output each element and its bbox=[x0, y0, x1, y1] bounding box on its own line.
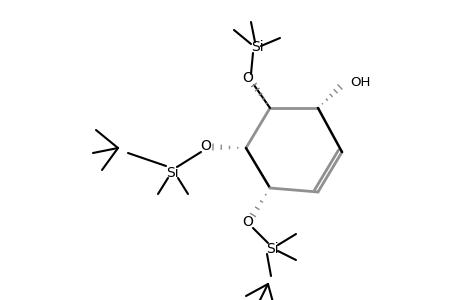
Text: O: O bbox=[242, 71, 253, 85]
Text: OH: OH bbox=[349, 76, 369, 88]
Text: O: O bbox=[200, 139, 211, 153]
Text: Si: Si bbox=[250, 40, 263, 54]
Text: Si: Si bbox=[165, 166, 178, 180]
Text: Si: Si bbox=[265, 242, 278, 256]
Text: O: O bbox=[242, 215, 253, 229]
